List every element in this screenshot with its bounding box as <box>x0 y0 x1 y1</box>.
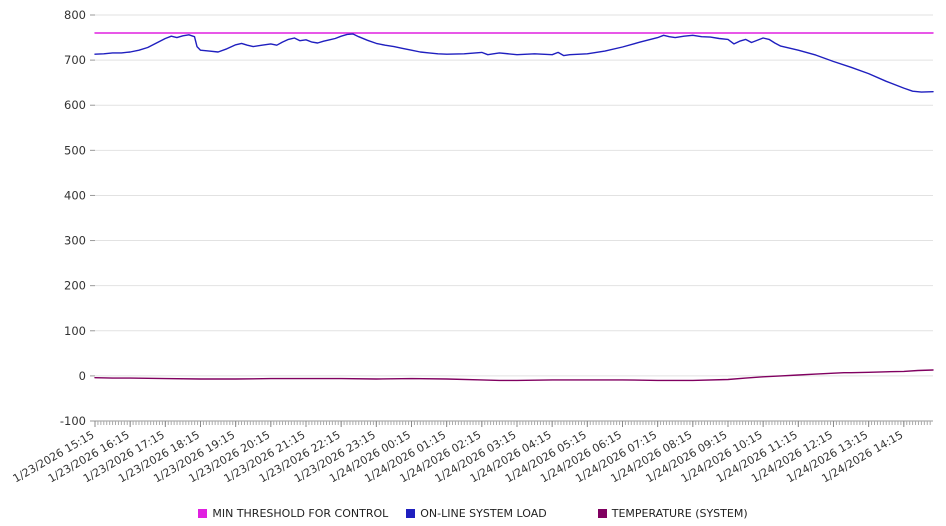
svg-text:500: 500 <box>64 143 86 157</box>
legend-item-load: ON-LINE SYSTEM LOAD <box>406 507 547 520</box>
legend-swatch-threshold <box>198 509 208 518</box>
legend-swatch-load <box>406 509 416 518</box>
legend-item-threshold: MIN THRESHOLD FOR CONTROL <box>198 507 388 520</box>
legend-label-threshold: MIN THRESHOLD FOR CONTROL <box>212 507 389 520</box>
legend-swatch-temperature <box>597 509 607 518</box>
svg-text:0: 0 <box>79 369 86 383</box>
svg-text:300: 300 <box>64 234 86 248</box>
chart-legend: MIN THRESHOLD FOR CONTROL ON-LINE SYSTEM… <box>0 507 946 520</box>
svg-text:100: 100 <box>64 324 86 338</box>
svg-text:800: 800 <box>64 8 86 22</box>
legend-label-temperature: TEMPERATURE (SYSTEM) <box>611 507 748 520</box>
svg-text:400: 400 <box>64 188 86 202</box>
svg-text:600: 600 <box>64 98 86 112</box>
svg-text:-100: -100 <box>60 414 86 428</box>
legend-label-load: ON-LINE SYSTEM LOAD <box>420 507 547 520</box>
svg-text:200: 200 <box>64 279 86 293</box>
legend-item-temperature: TEMPERATURE (SYSTEM) <box>597 507 748 520</box>
svg-text:700: 700 <box>64 53 86 67</box>
